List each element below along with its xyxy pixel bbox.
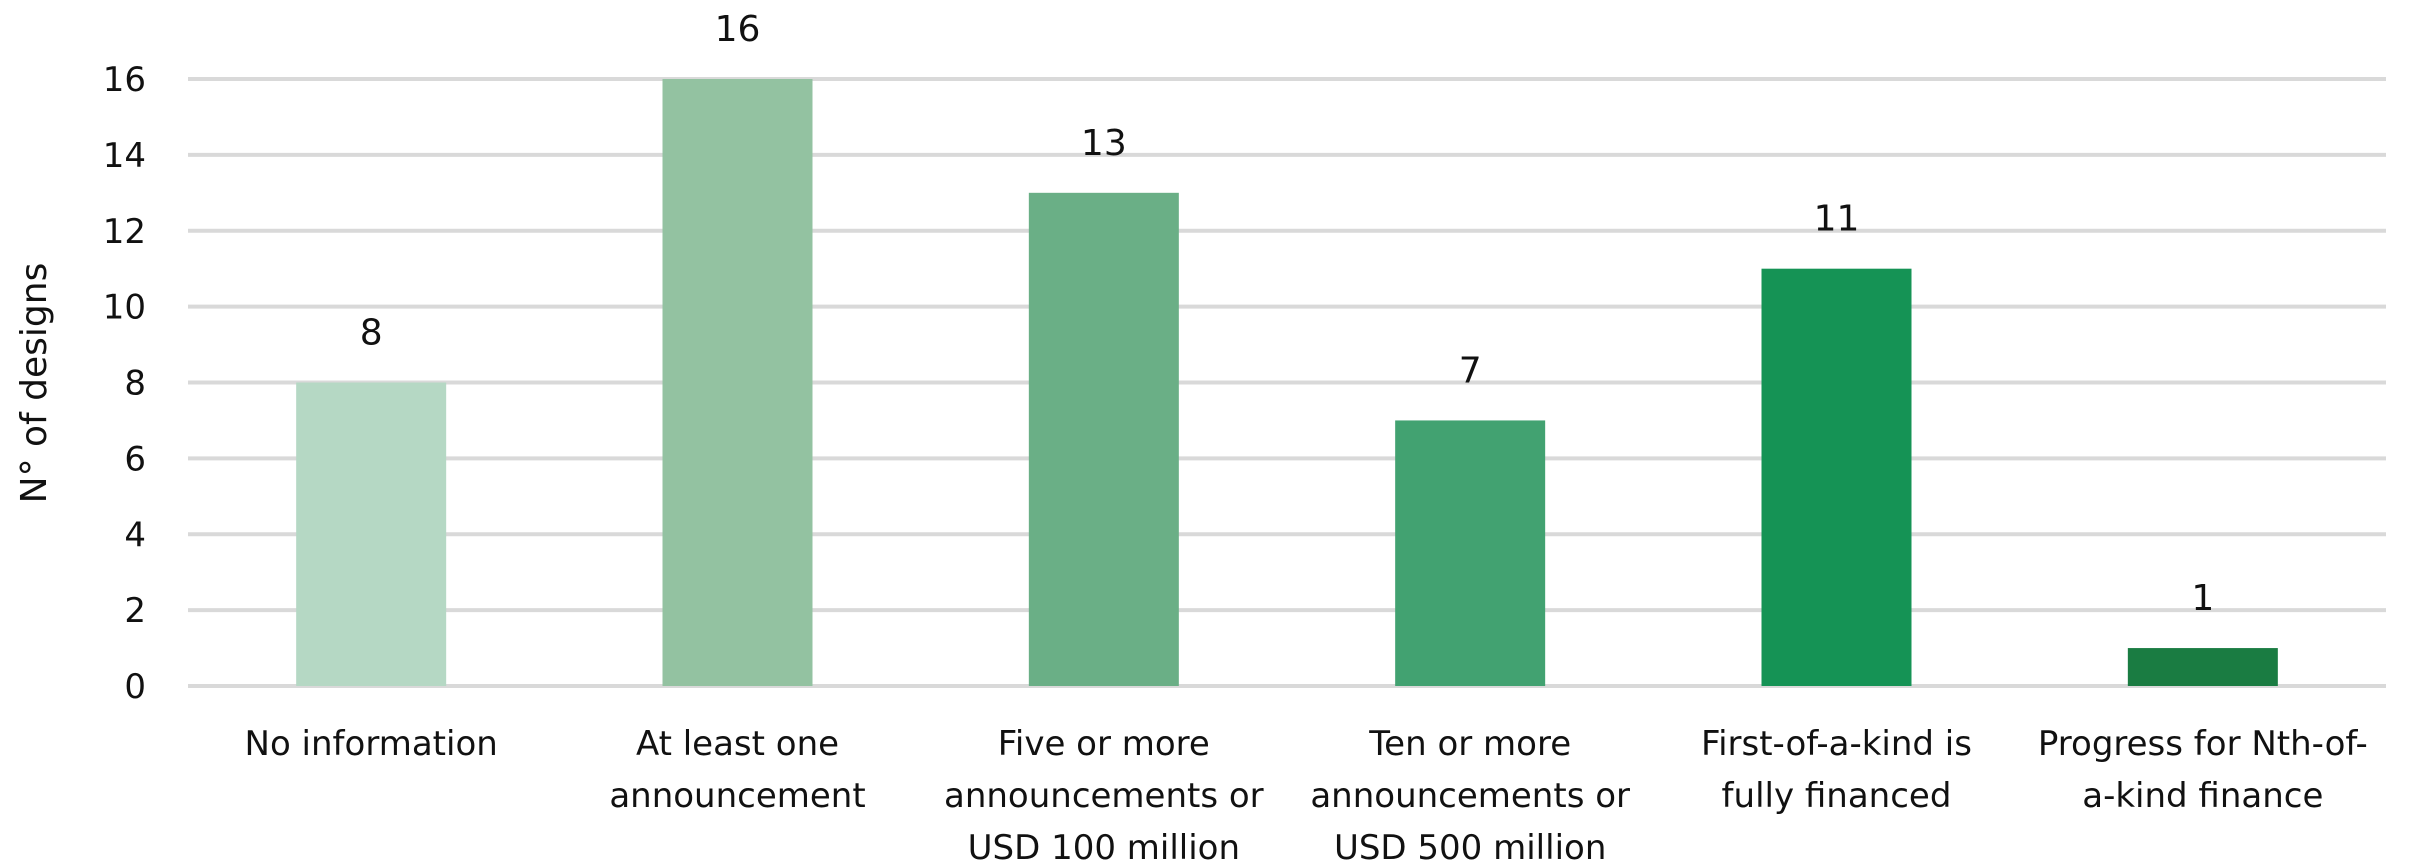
bar (662, 79, 813, 686)
x-category-label-line: a-kind finance (2082, 776, 2323, 816)
y-tick-label: 8 (124, 364, 146, 404)
bar (2127, 648, 2278, 686)
data-label: 8 (360, 313, 383, 354)
x-category-label-line: Progress for Nth-of- (2038, 724, 2368, 764)
x-category-label-line: announcements or (944, 776, 1264, 816)
bar (1395, 420, 1546, 686)
x-category-label: Progress for Nth-of-a-kind finance (2038, 724, 2368, 816)
data-label: 11 (1814, 199, 1860, 240)
gridlines (188, 77, 2386, 688)
x-category-label: No information (245, 724, 498, 764)
x-category-label-line: First-of-a-kind is (1701, 724, 1972, 764)
bar (1761, 268, 1912, 686)
data-label: 13 (1081, 123, 1127, 164)
x-category-label-line: announcements or (1310, 776, 1630, 816)
bar (1028, 192, 1179, 686)
x-category-label: First-of-a-kind is fully financed (1701, 724, 1972, 816)
data-label: 1 (2191, 578, 2214, 619)
x-category-label-line: At least one (636, 724, 839, 764)
x-axis-labels: No information At least one announcement Fi… (245, 724, 2368, 865)
x-category-label: Five or more announcements or USD 100 mill… (944, 724, 1264, 860)
data-label: 16 (715, 9, 761, 50)
y-axis-ticks: 0 2 4 6 8 10 12 14 16 (103, 60, 146, 707)
y-tick-label: 6 (124, 439, 146, 479)
x-category-label: At least one announcement (609, 724, 865, 816)
y-tick-label: 2 (124, 591, 146, 631)
x-category-label-line: announcement (609, 776, 865, 816)
x-category-label-line: Five or more (998, 724, 1210, 764)
y-tick-label: 0 (124, 667, 146, 707)
bar (296, 382, 447, 686)
y-axis-title: N° of designs (14, 263, 55, 504)
x-category-label-line: fully financed (1722, 776, 1952, 816)
x-category-label-line: Ten or more (1368, 724, 1571, 764)
x-category-label-line: No information (245, 724, 498, 764)
y-tick-label: 16 (103, 60, 146, 100)
y-tick-label: 14 (103, 136, 146, 176)
y-tick-label: 4 (124, 515, 146, 555)
bars (296, 79, 2278, 686)
y-tick-label: 12 (103, 212, 146, 252)
x-category-label: Ten or more announcements or USD 500 milli… (1310, 724, 1630, 860)
data-label: 7 (1459, 350, 1482, 391)
x-category-label-line: USD 100 million (968, 828, 1240, 860)
y-tick-label: 10 (103, 288, 146, 328)
x-category-label-line: USD 500 million (1334, 828, 1606, 860)
